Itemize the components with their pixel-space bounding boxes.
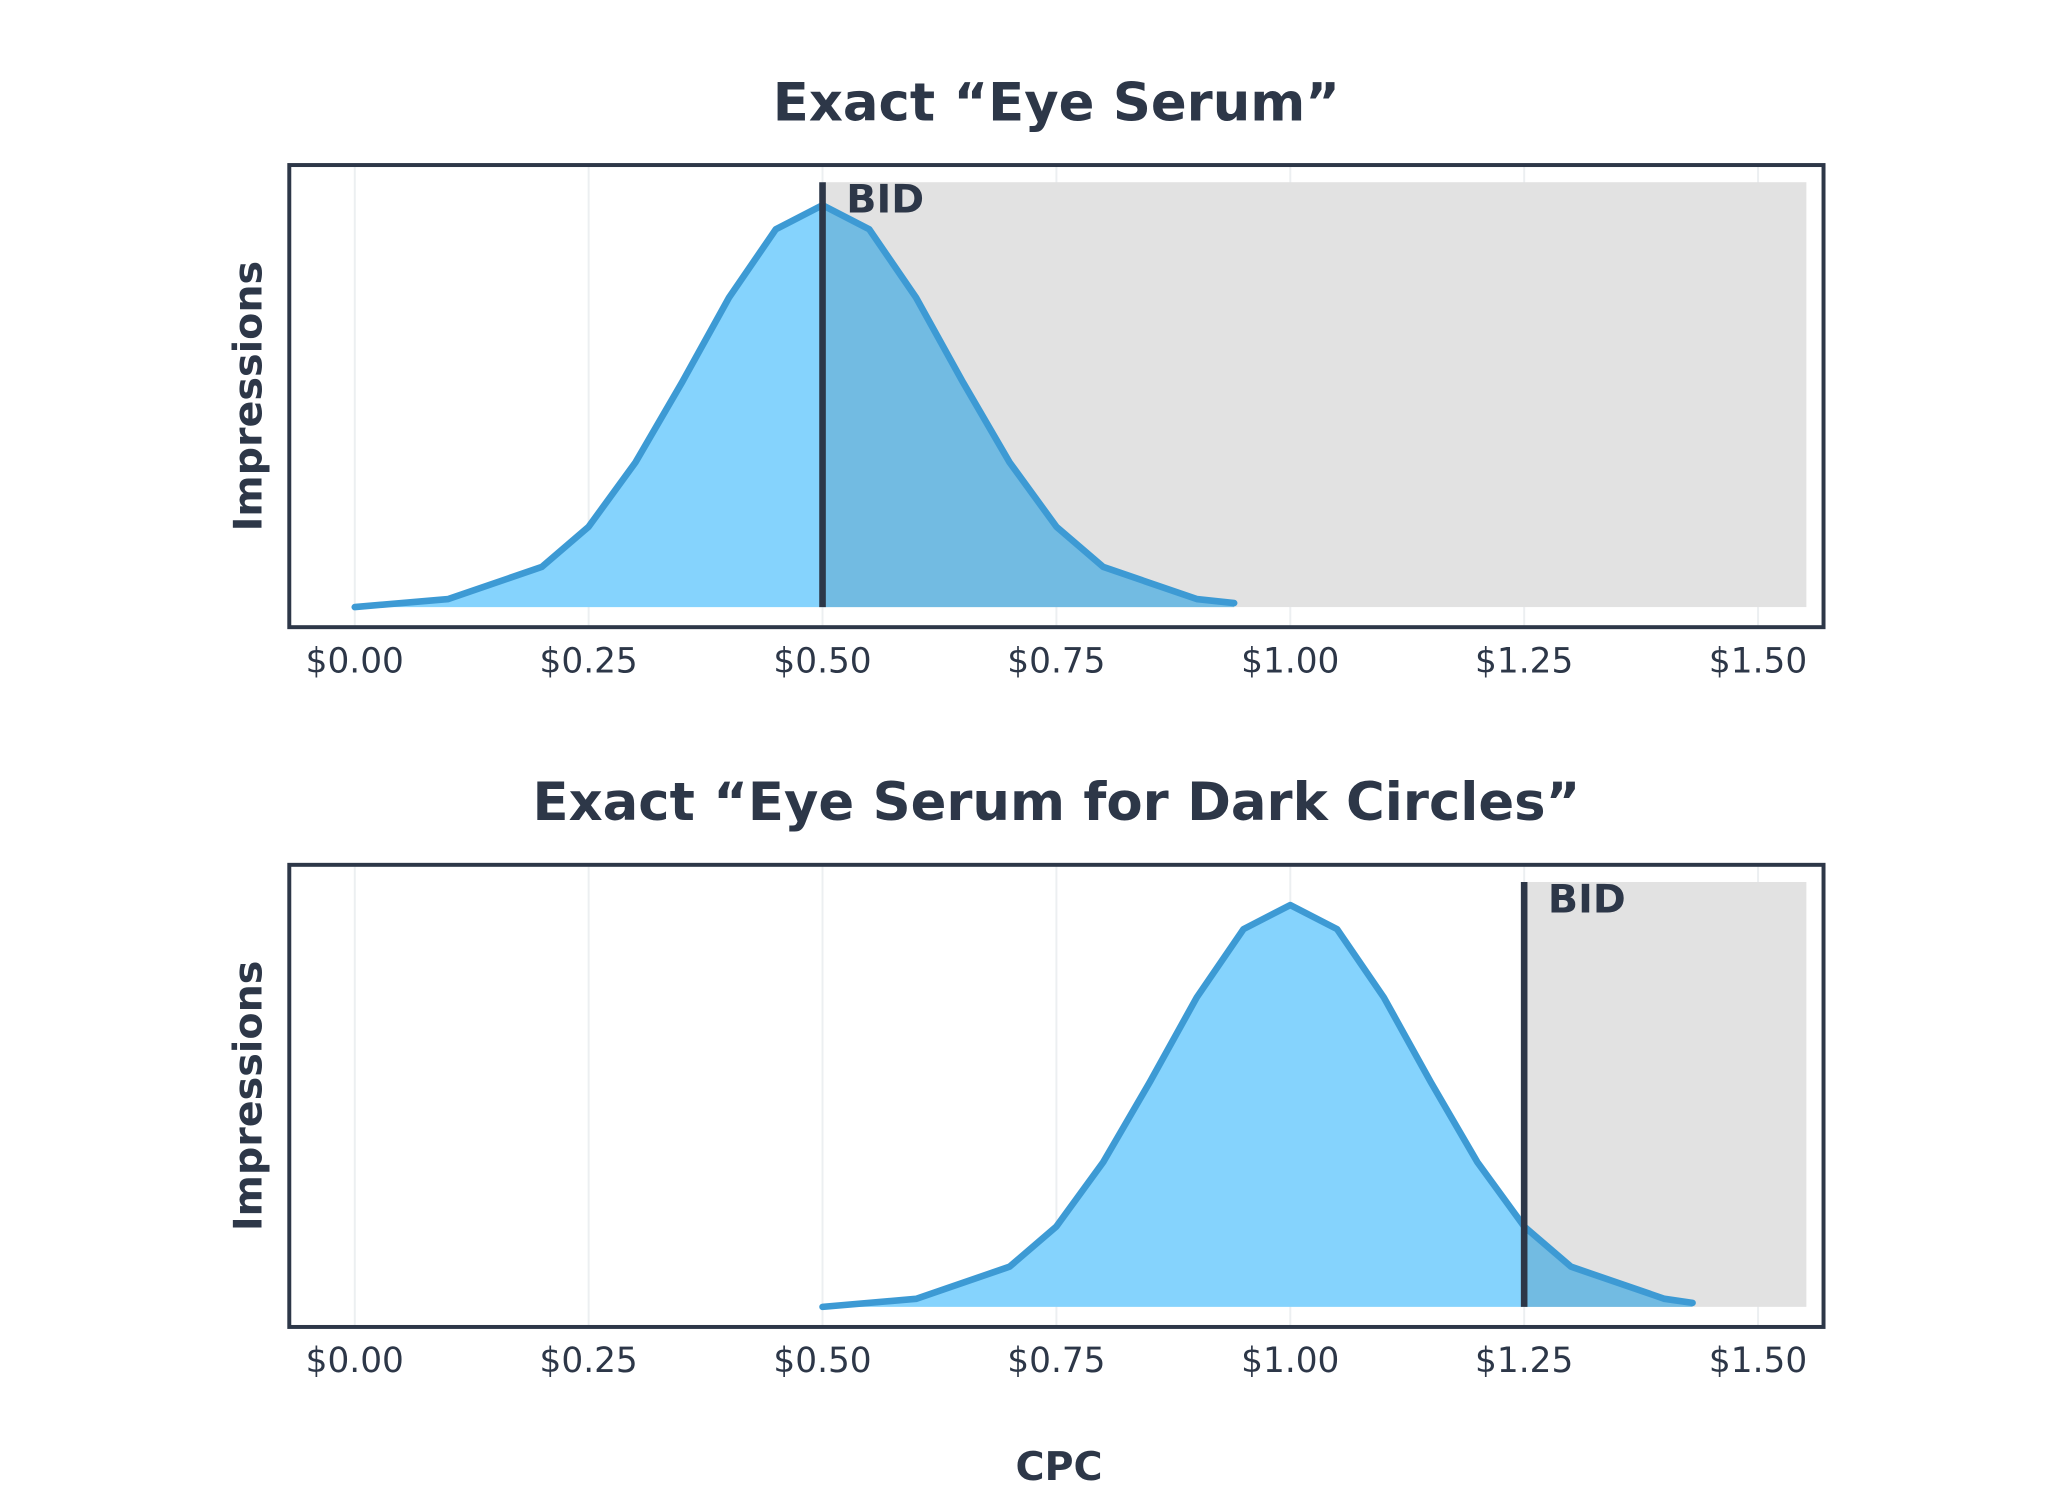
- x-tick-label: $0.25: [540, 1341, 638, 1381]
- x-tick-label: $1.50: [1709, 641, 1807, 681]
- chart-title: Exact “Eye Serum for Dark Circles”: [533, 772, 1581, 833]
- plot-frame: [287, 163, 1826, 630]
- x-tick-label: $0.75: [1007, 641, 1105, 681]
- bid-label: BID: [846, 177, 924, 223]
- x-tick-label: $1.25: [1475, 1341, 1573, 1381]
- x-tick-label: $0.75: [1007, 1341, 1105, 1381]
- curve: [819, 901, 1696, 1311]
- x-tick-label: $1.50: [1709, 1341, 1807, 1381]
- area-above-bid: [1524, 1226, 1693, 1307]
- x-tick-label: $0.50: [773, 1341, 871, 1381]
- x-tick-label: $1.00: [1241, 1341, 1339, 1381]
- x-tick-label: $0.25: [540, 641, 638, 681]
- y-axis-title: Impressions: [225, 961, 271, 1231]
- x-axis-title: CPC: [1015, 1444, 1102, 1490]
- area-above-bid: [822, 205, 1235, 608]
- x-tick-label: $1.25: [1475, 641, 1573, 681]
- area: [822, 905, 1525, 1307]
- x-tick-label: $0.50: [773, 641, 871, 681]
- area: [354, 205, 823, 608]
- bid-label: BID: [1548, 876, 1626, 922]
- x-tick-label: $0.00: [306, 641, 404, 681]
- plot-frame: [287, 862, 1826, 1329]
- chart-title: Exact “Eye Serum”: [773, 72, 1340, 133]
- shaded-region: [1524, 881, 1807, 1307]
- x-tick-label: $0.00: [306, 1341, 404, 1381]
- x-tick-label: $1.00: [1241, 641, 1339, 681]
- y-axis-title: Impressions: [225, 261, 271, 531]
